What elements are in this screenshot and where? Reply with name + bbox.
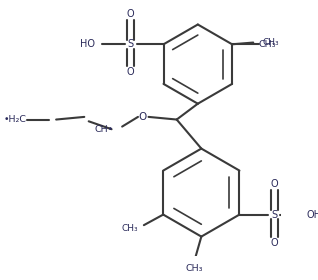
Text: S: S [272, 210, 278, 220]
Text: O: O [126, 67, 134, 78]
Text: O: O [271, 179, 279, 189]
Text: OH: OH [306, 210, 318, 220]
Text: S: S [127, 39, 133, 49]
Text: O: O [138, 112, 147, 122]
Text: HO: HO [80, 39, 95, 49]
Text: CH•: CH• [94, 125, 113, 134]
Text: CH₃: CH₃ [122, 224, 139, 233]
Text: CH₃: CH₃ [263, 38, 280, 47]
Text: CH₃: CH₃ [185, 264, 203, 273]
Text: •H₂C: •H₂C [3, 115, 26, 124]
Text: O: O [126, 10, 134, 19]
Text: O: O [271, 238, 279, 248]
Text: CH₃: CH₃ [259, 40, 276, 49]
